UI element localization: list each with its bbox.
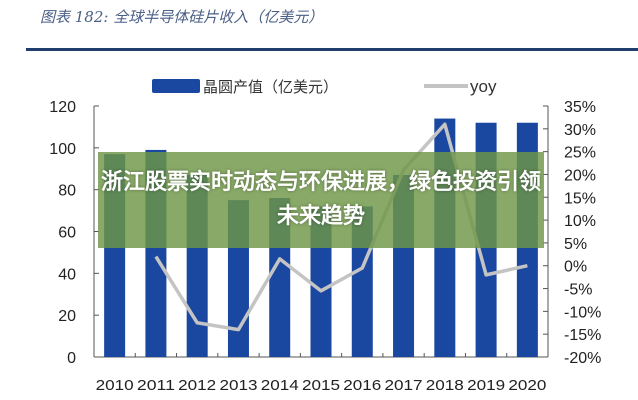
x-tick-label: 2011: [137, 377, 175, 394]
legend-bar-swatch: [152, 79, 200, 93]
legend-line-label: yoy: [470, 77, 497, 96]
right-tick-label: -15%: [564, 327, 601, 344]
left-tick-label: 0: [67, 350, 76, 367]
right-tick-label: 30%: [564, 122, 596, 139]
right-tick-label: 5%: [564, 236, 587, 253]
x-tick-label: 2014: [261, 377, 299, 394]
x-tick-label: 2012: [178, 377, 216, 394]
x-tick-label: 2016: [343, 377, 381, 394]
right-tick-label: 0%: [564, 259, 587, 276]
right-tick-label: 15%: [564, 190, 596, 207]
headline-text: 浙江股票实时动态与环保进展，绿色投资引领未来趋势: [101, 170, 542, 229]
legend-bar-label: 晶圆产值（亿美元）: [203, 78, 338, 96]
x-tick-label: 2017: [385, 377, 423, 394]
left-tick-label: 120: [49, 99, 76, 116]
right-tick-label: -20%: [564, 350, 601, 367]
title-divider: [26, 48, 638, 51]
x-tick-label: 2010: [96, 377, 134, 394]
right-tick-label: 20%: [564, 167, 596, 184]
right-tick-label: 25%: [564, 145, 596, 162]
headline-banner: 浙江股票实时动态与环保进展，绿色投资引领未来趋势: [98, 152, 544, 248]
x-tick-label: 2020: [508, 377, 546, 394]
figure-title: 图表 182: 全球半导体硅片收入（亿美元）: [40, 8, 324, 26]
left-tick-label: 80: [58, 183, 76, 200]
right-tick-label: 10%: [564, 213, 596, 230]
left-tick-label: 100: [49, 141, 76, 158]
right-tick-label: -5%: [564, 282, 592, 299]
left-tick-label: 40: [58, 266, 76, 283]
right-tick-label: -10%: [564, 304, 601, 321]
left-tick-label: 20: [58, 308, 76, 325]
x-tick-label: 2019: [467, 377, 505, 394]
x-tick-label: 2013: [219, 377, 257, 394]
right-tick-label: 35%: [564, 99, 596, 116]
left-tick-label: 60: [58, 225, 76, 242]
x-tick-label: 2015: [302, 377, 340, 394]
x-tick-label: 2018: [426, 377, 464, 394]
